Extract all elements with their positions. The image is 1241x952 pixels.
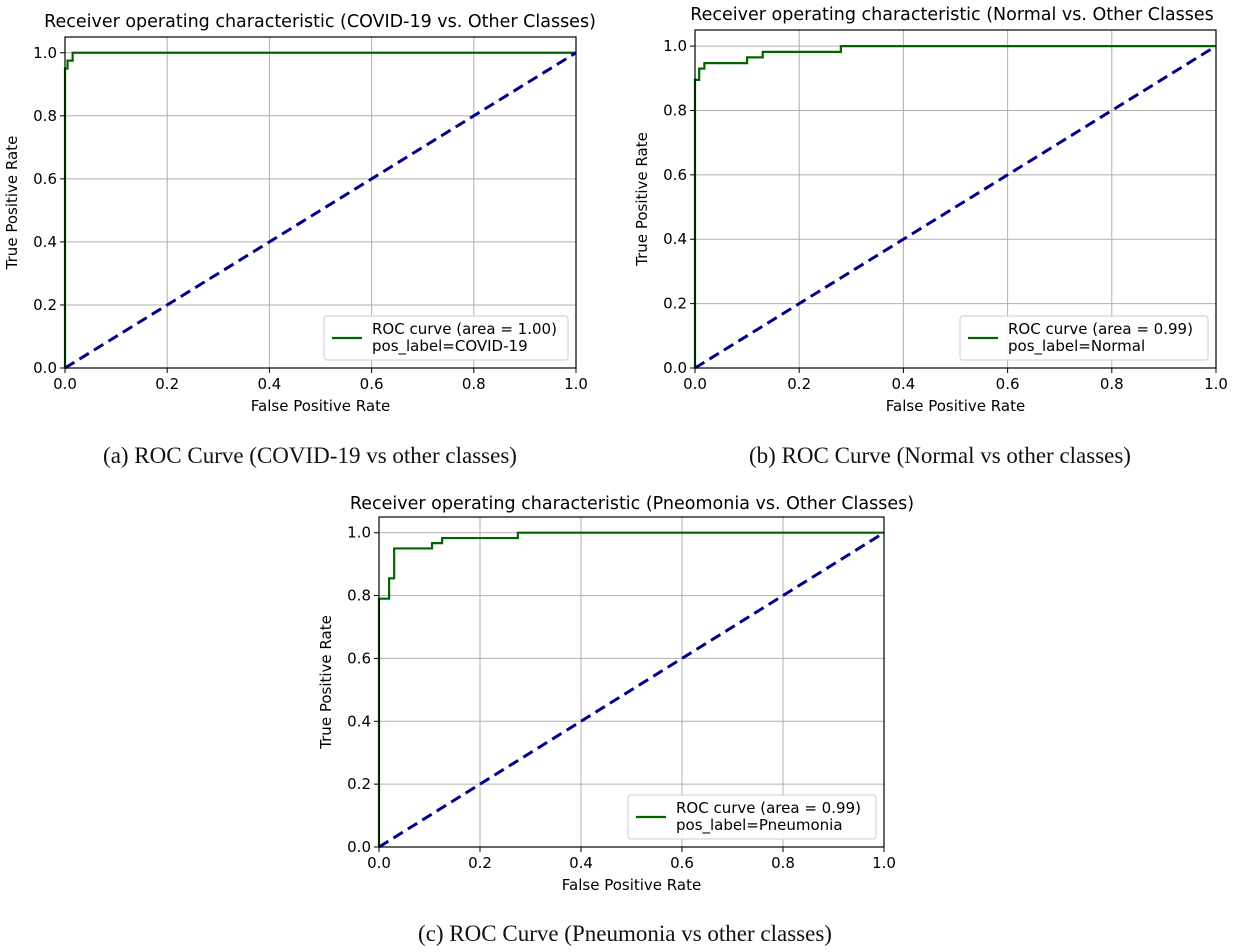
x-tick-label: 0.6 xyxy=(670,854,694,872)
y-tick-label: 0.2 xyxy=(347,775,371,793)
chart-panel-normal: Receiver operating characteristic (Norma… xyxy=(628,0,1241,425)
chance-line-covid xyxy=(64,51,577,370)
y-tick-label: 0.4 xyxy=(347,712,371,730)
x-tick-label: 0.8 xyxy=(462,375,486,393)
x-axis-label: False Positive Rate xyxy=(562,876,701,894)
chart-title: Receiver operating characteristic (COVID… xyxy=(44,12,596,32)
plot-frame xyxy=(694,29,1217,369)
plot-frame xyxy=(378,516,885,848)
legend-entry: ROC curve (area = 0.99) xyxy=(676,799,861,817)
legend-box xyxy=(959,315,1209,361)
y-tick-label: 1.0 xyxy=(33,44,57,62)
y-tick-label: 0.2 xyxy=(33,296,57,314)
chart-panel-pneumonia: Receiver operating characteristic (Pneom… xyxy=(315,485,935,905)
x-tick-label: 0.2 xyxy=(468,854,492,872)
legend-box xyxy=(323,315,569,361)
roc-chart-normal: Receiver operating characteristic (Norma… xyxy=(633,5,1228,415)
legend-entry: ROC curve (area = 0.99) xyxy=(1008,320,1193,338)
y-tick-label: 1.0 xyxy=(347,524,371,542)
y-axis-label: True Positive Rate xyxy=(317,615,335,750)
x-tick-label: 0.0 xyxy=(53,375,77,393)
x-tick-label: 1.0 xyxy=(1204,375,1228,393)
x-tick-label: 0.2 xyxy=(155,375,179,393)
y-tick-label: 0.0 xyxy=(347,838,371,856)
roc-chart-pneumonia: Receiver operating characteristic (Pneom… xyxy=(317,494,914,894)
x-axis-label: False Positive Rate xyxy=(886,397,1025,415)
y-tick-label: 0.8 xyxy=(347,587,371,605)
roc-curve-pneumonia xyxy=(377,531,884,847)
y-axis-label: True Positive Rate xyxy=(3,136,21,271)
y-tick-label: 0.8 xyxy=(663,101,687,119)
x-tick-label: 0.6 xyxy=(360,375,384,393)
chart-title: Receiver operating characteristic (Norma… xyxy=(690,5,1213,25)
y-tick-label: 1.0 xyxy=(663,37,687,55)
y-tick-label: 0.2 xyxy=(663,295,687,313)
chart-title: Receiver operating characteristic (Pneom… xyxy=(350,494,914,514)
x-tick-label: 0.6 xyxy=(996,375,1020,393)
x-tick-label: 1.0 xyxy=(872,854,896,872)
chance-line-pneumonia xyxy=(378,531,885,849)
x-tick-label: 0.0 xyxy=(683,375,707,393)
caption-c: (c) ROC Curve (Pneumonia vs other classe… xyxy=(418,921,832,946)
y-tick-label: 0.8 xyxy=(33,107,57,125)
roc-curve-normal xyxy=(693,44,1216,368)
legend-box xyxy=(627,794,877,840)
x-tick-label: 0.8 xyxy=(1100,375,1124,393)
x-tick-label: 0.4 xyxy=(257,375,281,393)
x-axis-label: False Positive Rate xyxy=(251,397,390,415)
x-tick-label: 0.4 xyxy=(569,854,593,872)
legend-entry: pos_label=COVID-19 xyxy=(372,337,528,356)
x-tick-label: 0.8 xyxy=(771,854,795,872)
plot-frame xyxy=(64,36,577,369)
x-tick-label: 1.0 xyxy=(564,375,588,393)
x-tick-label: 0.2 xyxy=(787,375,811,393)
y-tick-label: 0.4 xyxy=(663,230,687,248)
chance-line-normal xyxy=(694,44,1217,370)
y-tick-label: 0.6 xyxy=(33,170,57,188)
y-tick-label: 0.0 xyxy=(663,359,687,377)
x-tick-label: 0.4 xyxy=(891,375,915,393)
y-tick-label: 0.6 xyxy=(663,166,687,184)
legend-entry: ROC curve (area = 1.00) xyxy=(372,320,557,338)
caption-a: (a) ROC Curve (COVID-19 vs other classes… xyxy=(103,443,517,468)
y-axis-label: True Positive Rate xyxy=(633,132,651,267)
y-tick-label: 0.0 xyxy=(33,359,57,377)
legend-entry: pos_label=Pneumonia xyxy=(676,816,843,835)
y-tick-label: 0.4 xyxy=(33,233,57,251)
legend-entry: pos_label=Normal xyxy=(1008,337,1145,356)
x-tick-label: 0.0 xyxy=(367,854,391,872)
roc-chart-covid: Receiver operating characteristic (COVID… xyxy=(3,12,596,415)
caption-b: (b) ROC Curve (Normal vs other classes) xyxy=(749,443,1131,468)
y-tick-label: 0.6 xyxy=(347,649,371,667)
chart-panel-covid: Receiver operating characteristic (COVID… xyxy=(0,0,620,425)
